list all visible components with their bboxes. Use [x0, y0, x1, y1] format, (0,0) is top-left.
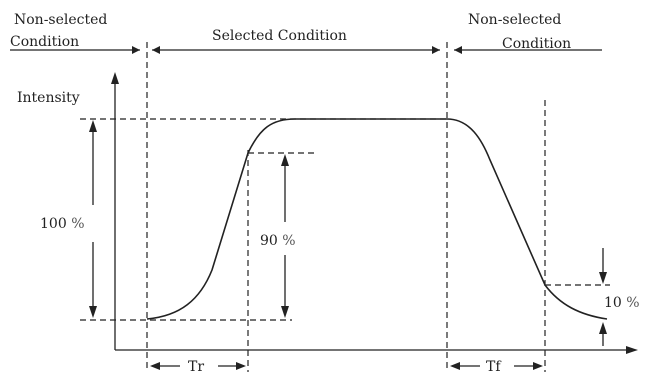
pct-10-label: 10 %: [604, 295, 640, 311]
arrow-90-down: [281, 255, 289, 318]
vertical-guides: [146, 42, 546, 372]
y-axis: [111, 72, 119, 350]
non-selected-right-label-2: Condition: [502, 36, 571, 52]
x-axis: [115, 346, 638, 354]
arrow-100-down: [89, 242, 97, 318]
pct-10-symbol: %: [626, 295, 639, 311]
pct-90-symbol: %: [282, 233, 295, 249]
fall-time-arrows: [450, 362, 543, 370]
pct-90-label: 90 %: [260, 233, 296, 249]
non-selected-left-label-1: Non-selected: [14, 12, 107, 28]
pct-100-value: 100: [40, 216, 67, 232]
condition-timeline: [10, 46, 602, 54]
intensity-curve: [146, 118, 608, 320]
rise-time-arrows: [150, 362, 246, 370]
selected-condition-label: Selected Condition: [212, 28, 347, 44]
rise-time-label: Tr: [188, 359, 204, 374]
y-axis-label: Intensity: [17, 90, 80, 106]
arrow-90-up: [281, 154, 289, 222]
arrow-10-up: [599, 322, 607, 346]
non-selected-left-label-2: Condition: [10, 34, 79, 50]
fall-time-label: Tf: [486, 359, 502, 374]
pct-100-symbol: %: [71, 216, 84, 232]
pct-90-value: 90: [260, 233, 278, 249]
arrow-10-down: [599, 248, 607, 284]
arrow-100-up: [89, 120, 97, 205]
pct-10-value: 10: [604, 295, 622, 311]
pct-100-label: 100 %: [40, 216, 85, 232]
horizontal-guides: [80, 118, 610, 321]
non-selected-right-label-1: Non-selected: [468, 12, 561, 28]
